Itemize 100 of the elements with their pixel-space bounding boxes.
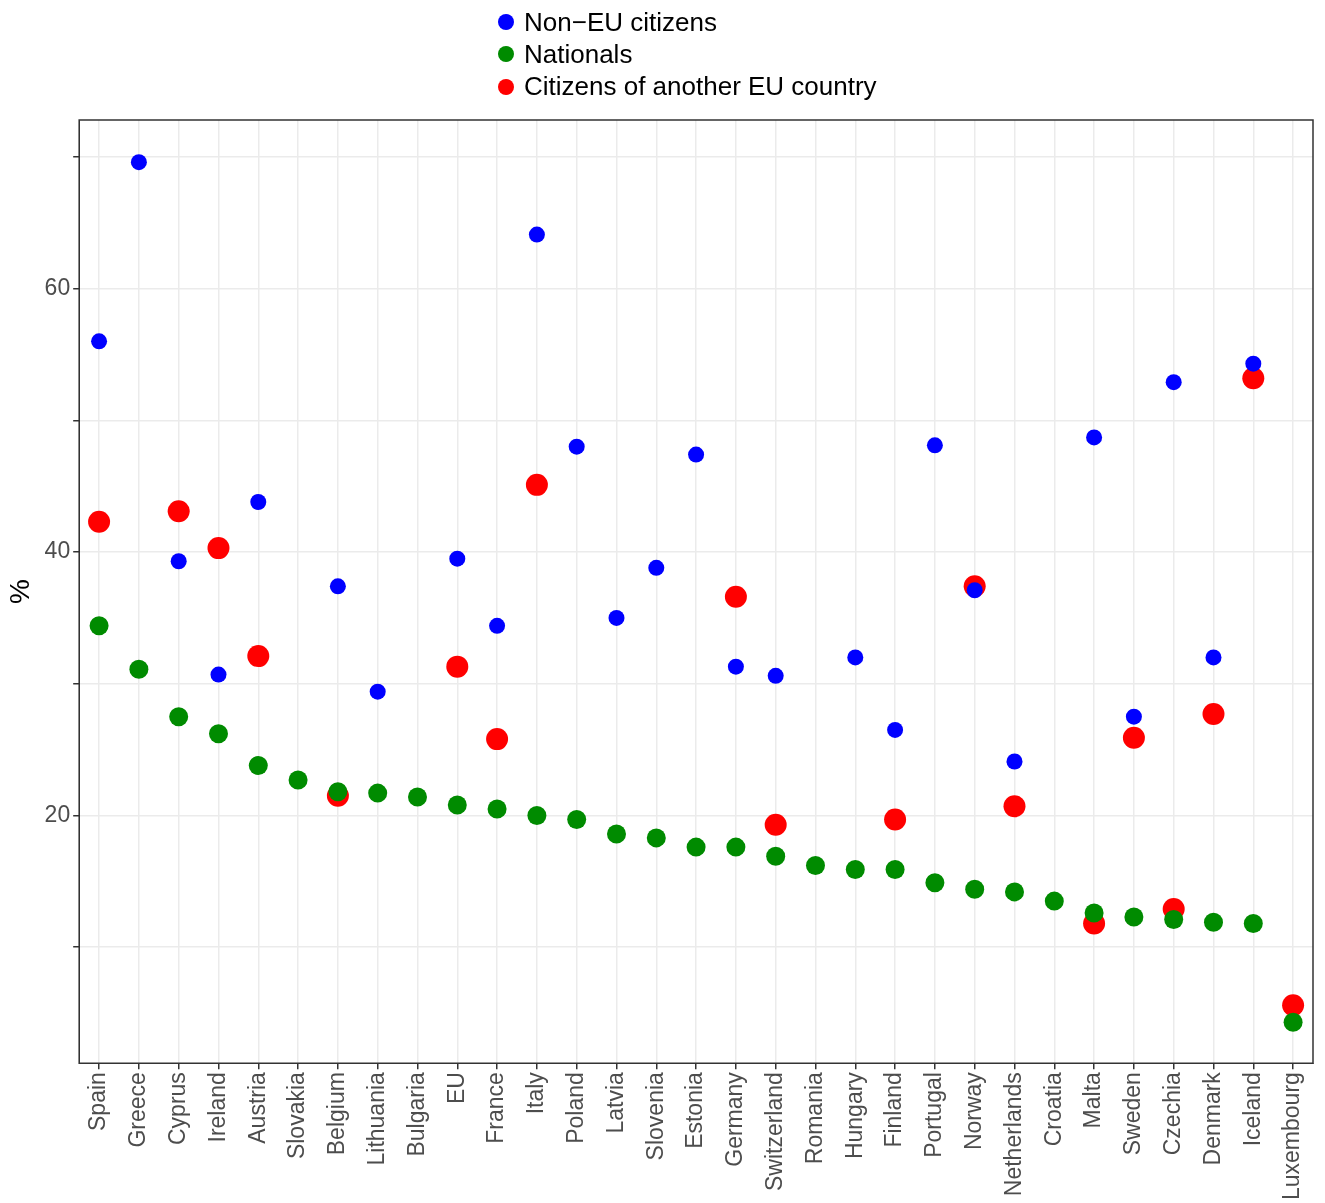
point [1282,994,1305,1017]
x-tick-label: Lithuania [363,1071,390,1166]
point [247,645,270,668]
point [688,446,705,463]
point [1124,907,1144,927]
x-tick-label: Greece [124,1072,151,1148]
point [1003,795,1026,818]
point [1164,910,1184,930]
point [1165,374,1182,391]
x-tick-label: Iceland [1238,1072,1265,1147]
point [248,755,268,775]
x-tick-label: Sweden [1119,1072,1146,1156]
point [210,666,227,683]
point [805,856,825,876]
x-tick-label: Luxembourg [1278,1072,1305,1200]
point [207,537,230,560]
point [250,494,267,510]
point [1044,891,1064,911]
x-tick-label: Switzerland [761,1072,788,1192]
point [847,649,864,666]
x-tick-label: France [482,1072,509,1144]
point [369,683,386,700]
x-tick-label: Spain [84,1072,111,1131]
point [486,728,509,751]
point [1125,708,1142,725]
x-tick-label: Malta [1079,1071,1106,1129]
point [1086,429,1103,446]
point [1204,912,1223,932]
x-tick-label: Denmark [1198,1071,1225,1166]
point [329,578,346,595]
point [1205,649,1222,666]
x-tick-label: Romania [800,1071,827,1165]
x-tick-label: Bulgaria [402,1071,429,1157]
point [606,824,626,844]
point [1084,903,1104,923]
x-tick-label: Estonia [681,1071,708,1149]
point [449,550,466,567]
point [648,559,665,576]
point [567,809,587,829]
x-tick-label: Ireland [203,1072,230,1143]
point [129,659,149,679]
point [568,438,585,455]
point [447,795,467,815]
point [1243,914,1263,934]
point [328,782,348,802]
x-tick-label: Slovakia [283,1071,310,1160]
legend-label: Nationals [524,38,633,70]
point [170,553,187,570]
y-tick-label: 20 [44,800,71,827]
point [686,837,706,857]
x-tick-label: Hungary [840,1071,867,1160]
point [724,585,747,608]
point [926,437,943,454]
y-tick-label: 60 [44,273,71,300]
x-tick-label: EU [442,1072,469,1105]
point [528,226,545,243]
x-tick-label: Portugal [920,1072,947,1158]
x-tick-label: Italy [522,1071,549,1115]
point [766,846,786,866]
point [91,333,108,350]
x-tick-label: Cyprus [164,1072,191,1145]
y-tick-label: 40 [44,537,71,564]
point [1006,753,1023,770]
point [965,879,985,899]
x-tick-label: Slovenia [641,1071,668,1161]
point [527,806,547,825]
point [845,860,865,880]
point [525,473,548,496]
point [130,154,147,171]
point [884,808,907,831]
point [1245,355,1262,372]
x-tick-label: Poland [562,1072,589,1144]
x-tick-label: Germany [721,1071,748,1167]
point [885,860,905,880]
x-tick-label: Czechia [1159,1071,1186,1156]
x-tick-label: Latvia [601,1071,628,1134]
point [407,787,427,807]
point [646,828,666,848]
point [1283,1012,1303,1032]
point [767,667,784,684]
x-tick-label: Austria [243,1071,270,1144]
point [887,721,904,738]
legend-label: Citizens of another EU country [524,71,877,103]
x-tick-label: Finland [880,1072,907,1148]
x-tick-label: Netherlands [999,1072,1026,1197]
point [446,655,469,678]
x-tick-label: Norway [960,1071,987,1151]
point [89,616,109,636]
y-axis-title: % [3,579,35,605]
point [1202,703,1225,726]
point [169,707,189,727]
point [288,770,308,790]
point [88,510,111,533]
x-tick-label: Belgium [323,1072,350,1156]
point [727,658,744,675]
point [1005,882,1024,902]
point [1122,726,1145,749]
point [925,873,945,893]
point [489,617,506,634]
x-tick-label: Croatia [1039,1071,1066,1147]
